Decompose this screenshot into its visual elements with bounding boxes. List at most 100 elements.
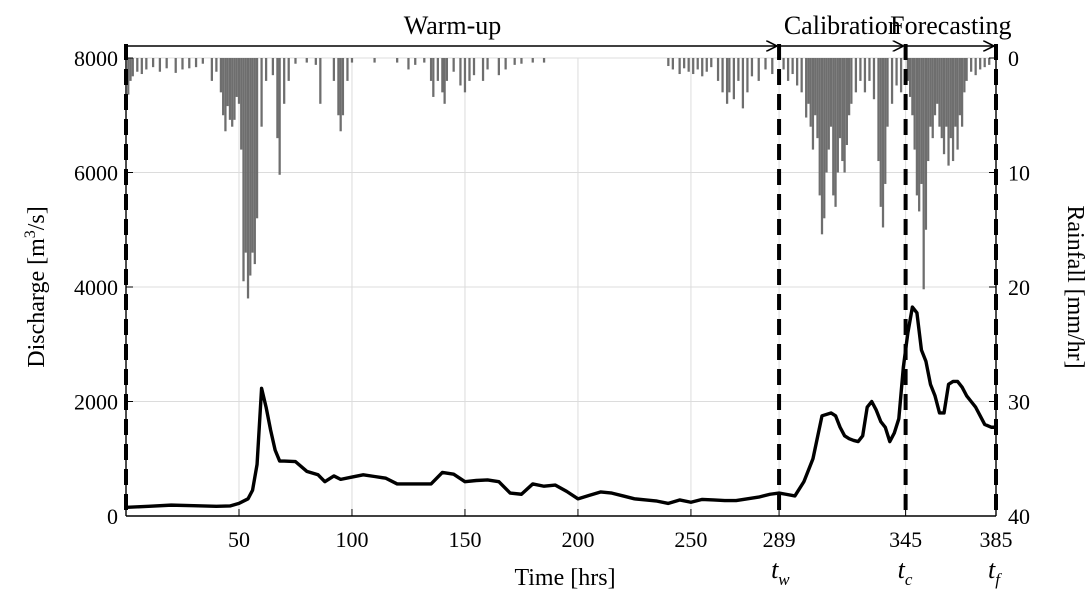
rainfall-bar — [800, 58, 803, 93]
rainfall-bar — [423, 58, 426, 63]
rainfall-bar — [314, 58, 317, 65]
rainfall-bar — [264, 58, 268, 81]
boundary-time-label: tw — [771, 555, 790, 589]
rainfall-bar — [158, 58, 162, 72]
rainfall-bar — [816, 58, 819, 139]
rainfall-bar — [983, 58, 986, 68]
rainfall-bar — [222, 58, 225, 116]
rainfall-bar — [899, 58, 903, 93]
rainfall-bar — [294, 58, 297, 64]
rainfall-bar — [807, 58, 810, 104]
phase-label: Warm-up — [404, 11, 502, 40]
rainfall-bar — [879, 58, 882, 207]
rainfall-bar — [233, 58, 236, 120]
rainfall-bar — [504, 58, 507, 70]
rainfall-bar — [414, 58, 417, 65]
rainfall-bar — [276, 58, 279, 139]
rainfall-bar — [441, 58, 444, 93]
rainfall-bar — [131, 58, 134, 77]
rainfall-bar — [920, 58, 923, 184]
rainfall-bar — [237, 58, 241, 104]
rainfall-bar — [988, 58, 991, 65]
y-tick-label-right: 40 — [1008, 504, 1030, 529]
y-axis-right-title: Rainfall [mm/hr] — [1062, 205, 1088, 368]
rainfall-bar — [513, 58, 516, 65]
rainfall-bar — [373, 58, 376, 63]
rainfall-bar — [472, 58, 476, 76]
rainfall-bar — [129, 58, 132, 81]
rainfall-bar — [854, 58, 858, 93]
phase-label: Forecasting — [890, 11, 1011, 40]
rainfall-bar — [827, 58, 830, 150]
x-tick-label: 345 — [889, 527, 922, 552]
rainfall-bar — [429, 58, 433, 81]
rainfall-bar — [710, 58, 713, 68]
rainfall-bar — [181, 58, 184, 70]
rainfall-bar — [823, 58, 826, 219]
rainfall-bar — [667, 58, 670, 67]
x-axis-title: Time [hrs] — [514, 565, 615, 591]
rainfall-bar — [683, 58, 686, 69]
rainfall-bar — [287, 58, 290, 81]
y-tick-label-left: 0 — [107, 504, 118, 529]
x-tick-label: 289 — [763, 527, 796, 552]
x-tick-label: 150 — [448, 527, 481, 552]
rainfall-bar — [432, 58, 435, 97]
rainfall-bar — [215, 58, 218, 72]
rainfall-bar — [909, 58, 912, 97]
rainfall-bar — [339, 58, 342, 132]
rainfall-bar — [927, 58, 930, 162]
rainfall-bar — [836, 58, 839, 173]
rainfall-bar — [341, 58, 345, 116]
rainfall-bar — [210, 58, 213, 81]
rainfall-bar — [671, 58, 674, 70]
rainfall-bar — [151, 58, 155, 68]
rainfall-bar — [929, 58, 932, 127]
rainfall-bar — [249, 58, 252, 276]
rainfall-bar — [737, 58, 740, 81]
rainfall-bar — [445, 58, 449, 81]
rainfall-bar — [174, 58, 177, 73]
rainfall-bar — [251, 58, 254, 253]
rainfall-bar — [947, 58, 950, 166]
rainfall-bar — [701, 58, 704, 77]
rainfall-bar — [468, 58, 471, 81]
axis-labels: Time [hrs] Discharge [m3/s] Rainfall [mm… — [22, 205, 1088, 591]
rainfall-bar — [231, 58, 234, 127]
rainfall-bar — [963, 58, 966, 93]
rainfall-bar — [678, 58, 681, 75]
y-tick-label-left: 2000 — [74, 390, 118, 415]
rainfall-bar — [951, 58, 955, 162]
rainfall-bar — [945, 58, 948, 127]
phase-label: Calibration — [784, 11, 901, 40]
rainfall-bar — [940, 58, 943, 139]
rainfall-bar — [350, 58, 354, 63]
rainfall-bar — [255, 58, 259, 219]
x-tick-label: 385 — [980, 527, 1013, 552]
rainfall-bar — [305, 58, 308, 63]
rainfall-bar — [918, 58, 921, 212]
rainfall-bar — [965, 58, 968, 81]
rainfall-bar — [463, 58, 467, 93]
rainfall-bar — [481, 58, 485, 81]
rainfall-bar — [931, 58, 934, 139]
rainfall-bar — [244, 58, 247, 253]
rainfall-bar — [843, 58, 846, 173]
rainfall-bar — [721, 58, 724, 93]
rainfall-bar — [791, 58, 794, 75]
rainfall-bar — [832, 58, 835, 196]
rainfall-bar — [868, 58, 871, 81]
rainfall-bar — [486, 58, 489, 70]
rainfall-bar — [895, 58, 898, 86]
rainfall-bar — [746, 58, 749, 93]
rainfall-bar — [890, 58, 894, 104]
rainfall-bar — [915, 58, 919, 196]
rainfall-bar — [253, 58, 256, 265]
rainfall-bar — [396, 58, 399, 63]
rainfall-bar — [194, 58, 198, 68]
rainfall-bar — [958, 58, 961, 116]
rainfall-bar — [825, 58, 828, 173]
rainfall-bar — [938, 58, 941, 127]
rainfall-bar — [260, 58, 263, 127]
rainfall-bar — [911, 58, 914, 116]
